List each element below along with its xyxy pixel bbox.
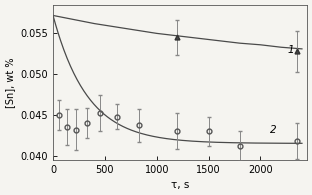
Text: 1: 1 xyxy=(287,45,294,55)
Text: 2: 2 xyxy=(270,125,277,135)
X-axis label: τ, s: τ, s xyxy=(171,180,189,190)
Y-axis label: [Sn], wt %: [Sn], wt % xyxy=(5,57,15,107)
